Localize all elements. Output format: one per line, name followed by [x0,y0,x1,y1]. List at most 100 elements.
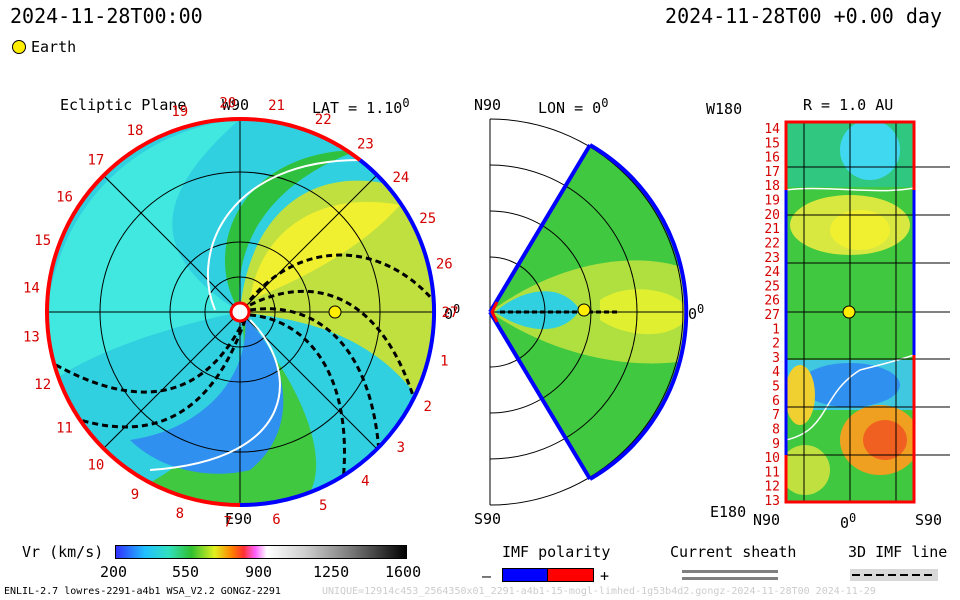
earth-icon [328,305,342,319]
colorbar [115,545,407,559]
sheath-line [682,570,778,573]
radial-axis-left: N90 [753,511,781,529]
radial-day-label: 26 [764,294,780,309]
radial-day-label: 25 [764,279,780,294]
sun-icon [490,301,499,323]
earth-icon [842,305,856,319]
wind-region [250,201,400,300]
colorbar-tick: 550 [172,563,200,581]
radial-day-label: 12 [764,480,780,495]
wind-region [840,122,900,180]
ecliptic-day-label: 4 [361,473,369,489]
radial-day-label: 18 [764,179,780,194]
radial-day-label: 16 [764,151,780,166]
radial-top-left: W180 [706,100,743,118]
radial-day-label: 5 [772,380,780,395]
ecliptic-day-label: 13 [23,329,40,345]
meridional-lon-label: LON = 00 [538,96,609,117]
radial-day-label: 23 [764,251,780,266]
ecliptic-bottom-label: E90 [225,510,253,528]
radial-day-label: 20 [764,208,780,223]
radial-bottom-left: E180 [710,503,747,521]
imf-negative-swatch [502,568,549,582]
wind-region [830,210,890,250]
footer-right: UNIQUE=12914c453_2564350x01_2291-a4b1-15… [322,586,876,597]
wind-region [225,150,360,312]
current-sheath-title: Current sheath [670,543,797,561]
radial-day-label: 7 [772,408,780,423]
wind-region [786,445,830,495]
ecliptic-day-label: 19 [171,104,188,120]
datetime-left: 2024-11-28T00:00 [10,4,203,28]
radial-day-label: 24 [764,265,780,280]
sun-icon [229,301,251,323]
ecliptic-day-label: 6 [272,512,280,528]
earth-legend-label: Earth [31,38,77,56]
ecliptic-day-label: 25 [419,211,436,227]
earth-icon [577,303,591,317]
wind-region [863,420,907,460]
radial-day-label: 17 [764,165,780,180]
ecliptic-day-label: 26 [436,257,453,273]
datetime-right: 2024-11-28T00 +0.00 day [665,4,942,28]
meridional-bottom-left: S90 [474,510,502,528]
meridional-top-left: N90 [474,96,502,114]
ecliptic-day-label: 27 [442,305,459,321]
radial-day-label: 2 [772,337,780,352]
ecliptic-day-label: 18 [127,123,144,139]
sheath-line [682,577,778,580]
boundary-red [239,116,362,162]
ecliptic-day-label: 7 [224,515,232,531]
radial-day-label: 4 [772,365,780,380]
earth-marker-icon [12,40,26,54]
radial-day-label: 19 [764,194,780,209]
ecliptic-day-label: 10 [87,458,104,474]
radial-day-label: 15 [764,136,780,151]
radial-day-label: 10 [764,451,780,466]
ecliptic-day-label: 21 [268,98,285,114]
radial-day-label: 8 [772,423,780,438]
wind-region [786,365,815,425]
radial-day-label: 9 [772,437,780,452]
radial-axis-right: S90 [915,511,943,529]
boundary-blue [239,158,437,508]
radial-day-label: 1 [772,322,780,337]
radial-day-label: 22 [764,237,780,252]
ecliptic-day-label: 5 [319,498,327,514]
ecliptic-day-label: 1 [440,353,448,369]
radial-day-label: 13 [764,494,780,509]
ecliptic-day-label: 23 [357,137,374,153]
imf-plus-label: + [600,567,610,585]
boundary-red [45,117,241,507]
ecliptic-day-label: 9 [131,487,139,503]
ecliptic-day-label: 20 [219,95,236,111]
colorbar-tick: 200 [100,563,128,581]
ecliptic-top-label: W90 [222,96,250,114]
radial-r-label: R = 1.0 AU [803,96,894,114]
colorbar-label: Vr (km/s) [22,543,104,561]
wind-region [495,291,580,330]
boundary-blue [488,310,592,481]
boundary-blue [488,143,592,314]
ecliptic-day-label: 8 [176,506,184,522]
colorbar-tick: 1250 [313,563,350,581]
radial-day-label: 14 [764,122,780,137]
ecliptic-title: Ecliptic Plane [60,96,187,114]
imf-line-title: 3D IMF line [848,543,948,561]
radial-day-label: 27 [764,308,780,323]
radial-day-label: 21 [764,222,780,237]
radial-day-label: 6 [772,394,780,409]
wind-region [130,318,284,474]
footer-left: ENLIL-2.7 lowres-2291-a4b1 WSA_V2.2 GONG… [4,586,281,597]
radial-day-label: 3 [772,351,780,366]
ecliptic-right-label: 00 [444,302,461,323]
ecliptic-lat-label: LAT = 1.100 [312,96,410,117]
imf-line-dashes [852,574,936,576]
ecliptic-day-label: 22 [315,112,332,128]
meridional-right-label: 00 [688,302,705,323]
ecliptic-day-label: 11 [56,420,73,436]
boundary-blue [588,143,689,481]
